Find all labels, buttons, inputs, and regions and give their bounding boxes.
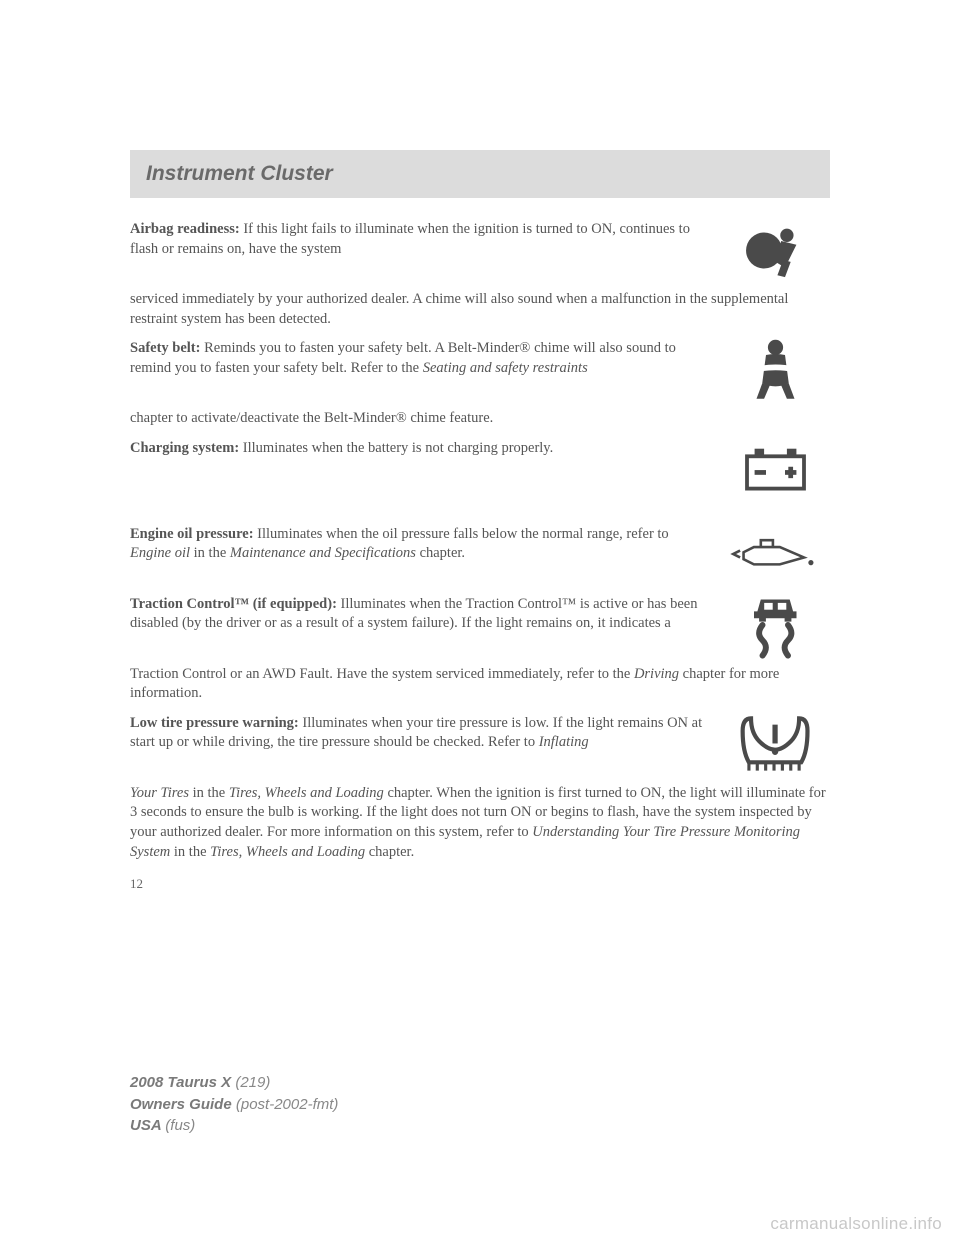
entry-airbag-wide: serviced immediately by your authorized … [130, 290, 830, 329]
seatbelt-icon [720, 339, 830, 399]
chapter-title: Instrument Cluster [146, 162, 814, 186]
footer-l3b: (fus) [165, 1117, 195, 1134]
safetybelt-ital: Seating and safety restraints [423, 360, 588, 376]
footer-line-2: Owners Guide (post-2002-fmt) [130, 1094, 338, 1116]
entry-traction: Traction Control™ (if equipped): Illumin… [130, 595, 830, 655]
oil-a: Illuminates when the oil pressure falls … [254, 526, 669, 542]
oil-can-icon [720, 525, 830, 585]
page-number: 12 [130, 876, 830, 892]
oil-lead: Engine oil pressure: [130, 526, 254, 542]
entry-safetybelt-narrow: Safety belt: Reminds you to fasten your … [130, 339, 712, 380]
chapter-header: Instrument Cluster [130, 150, 830, 198]
airbag-icon [720, 220, 830, 280]
footer-l1b: (219) [235, 1074, 270, 1091]
traction-wide-a: Traction Control or an AWD Fault. Have t… [130, 666, 634, 682]
entry-airbag-narrow: Airbag readiness: If this light fails to… [130, 220, 712, 261]
safetybelt-lead: Safety belt: [130, 340, 200, 356]
watermark: carmanualsonline.info [770, 1214, 942, 1234]
footer: 2008 Taurus X (219) Owners Guide (post-2… [130, 1072, 338, 1137]
entry-oil: Engine oil pressure: Illuminates when th… [130, 525, 830, 585]
tire-wide-d: chapter. [365, 844, 414, 860]
footer-line-1: 2008 Taurus X (219) [130, 1072, 338, 1094]
oil-ital2: Maintenance and Specifications [230, 545, 416, 561]
traction-ital: Driving [634, 666, 679, 682]
oil-c: chapter. [416, 545, 465, 561]
page-content: Instrument Cluster Airbag readiness: If … [0, 0, 960, 892]
entry-charging: Charging system: Illuminates when the ba… [130, 439, 830, 499]
entry-safetybelt: Safety belt: Reminds you to fasten your … [130, 339, 830, 399]
traction-icon [720, 595, 830, 655]
entry-traction-narrow: Traction Control™ (if equipped): Illumin… [130, 595, 712, 636]
footer-l1a: 2008 Taurus X [130, 1074, 235, 1091]
entry-traction-wide: Traction Control or an AWD Fault. Have t… [130, 665, 830, 704]
entry-oil-text: Engine oil pressure: Illuminates when th… [130, 525, 712, 566]
tire-ital1-part: Inflating [539, 734, 589, 750]
footer-l2a: Owners Guide [130, 1096, 236, 1113]
entry-charging-text: Charging system: Illuminates when the ba… [130, 439, 712, 461]
tire-pressure-icon [720, 714, 830, 774]
battery-icon [720, 439, 830, 499]
traction-lead: Traction Control™ (if equipped): [130, 596, 337, 612]
oil-b: in the [190, 545, 230, 561]
entry-tire: Low tire pressure warning: Illuminates w… [130, 714, 830, 774]
airbag-wide: serviced immediately by your authorized … [130, 290, 830, 329]
oil-ital1: Engine oil [130, 545, 190, 561]
footer-l3a: USA [130, 1117, 165, 1134]
safetybelt-wide: chapter to activate/deactivate the Belt-… [130, 409, 830, 429]
entry-safetybelt-wide: chapter to activate/deactivate the Belt-… [130, 409, 830, 429]
tire-wide-a: in the [189, 785, 229, 801]
charging-text: Illuminates when the battery is not char… [239, 440, 553, 456]
tire-lead: Low tire pressure warning: [130, 715, 299, 731]
tire-ital2: Tires, Wheels and Loading [229, 785, 384, 801]
entry-tire-wide: Your Tires in the Tires, Wheels and Load… [130, 784, 830, 862]
charging-lead: Charging system: [130, 440, 239, 456]
footer-line-3: USA (fus) [130, 1115, 338, 1137]
airbag-lead: Airbag readiness: [130, 221, 240, 237]
safetybelt-narrow-a: Reminds you to fasten your safety belt. … [200, 340, 519, 356]
entry-tire-narrow: Low tire pressure warning: Illuminates w… [130, 714, 712, 755]
tire-ital4: Tires, Wheels and Loading [210, 844, 365, 860]
footer-l2b: (post-2002-fmt) [236, 1096, 339, 1113]
entry-airbag: Airbag readiness: If this light fails to… [130, 220, 830, 280]
tire-wide-c: in the [170, 844, 210, 860]
tire-ital1-rest: Your Tires [130, 785, 189, 801]
